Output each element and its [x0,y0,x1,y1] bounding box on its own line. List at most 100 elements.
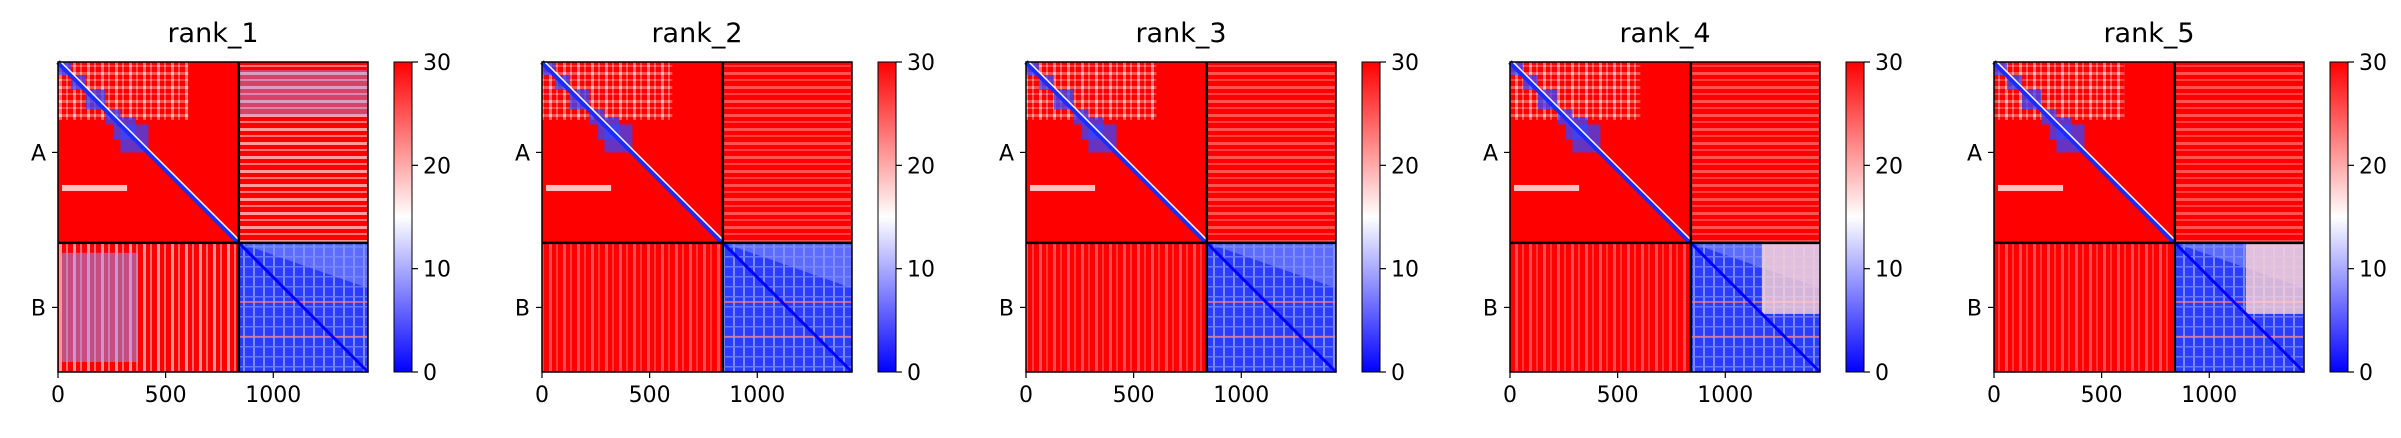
y-tick-label: A [515,141,530,166]
bb-stripe [1690,300,1820,303]
ba-interface-block [1026,242,1207,372]
ba-low-region [62,252,138,362]
colorbar-tick-label: 0 [2359,361,2373,386]
y-tick-label: B [1967,296,1982,321]
colorbar-tick-label: 10 [1391,258,1419,283]
ba-interface-block [542,242,723,372]
y-tick-label: B [515,296,530,321]
bb-stripe [238,300,368,303]
bb-stripe [1690,335,1820,338]
y-tick-label: B [31,296,46,321]
y-tick-label: A [999,141,1014,166]
plot-frame [1993,61,2305,373]
bb-stripe [2174,335,2304,338]
x-tick-label: 500 [1113,383,1155,408]
colorbar-tick-label: 20 [2359,154,2387,179]
x-tick-label: 0 [535,383,549,408]
bb-stripe [1206,300,1336,303]
x-tick-label: 1000 [2181,383,2237,408]
plot-frame [541,61,853,373]
aa-diagonal-edge [1512,61,1692,241]
ab-interface-block [1206,62,1336,243]
bb-stripe [238,335,368,338]
plot-frame [57,61,369,373]
bb-diagonal [2173,241,2306,374]
bb-stripe [722,300,852,303]
aa-band-cols [58,62,189,120]
colorbar-tick-label: 0 [423,361,437,386]
aa-diagonal-edge [1996,61,2176,241]
colorbar-tick-label: 10 [2359,258,2387,283]
x-tick-label: 0 [1987,383,2001,408]
colorbar-tick-label: 0 [1391,361,1405,386]
y-tick-label: B [1483,296,1498,321]
colorbar-tick-label: 10 [423,258,451,283]
colorbar-tick-label: 30 [1875,51,1903,76]
colorbar [393,61,413,373]
bb-stripe [722,335,852,338]
heatmap-panel: rank_2 A B 0 500 1000 0 10 20 30 [515,18,935,408]
panel-title: rank_3 [1135,18,1226,49]
plot-frame [1509,61,1821,373]
y-tick-label: A [31,141,46,166]
aa-diagonal-edge [544,61,724,241]
colorbar-tick-label: 30 [907,51,935,76]
colorbar-tick-label: 0 [1875,361,1889,386]
bb-diagonal [1689,241,1822,374]
aa-band-cols [542,62,673,120]
bb-sub-region [2245,242,2304,314]
x-tick-label: 1000 [245,383,301,408]
aa-band-low [62,184,128,191]
x-tick-label: 500 [629,383,671,408]
bb-stripe [2174,300,2304,303]
ba-interface-block [1510,242,1691,372]
y-tick-label: B [999,296,1014,321]
heatmap-panel: rank_3 A B 0 500 1000 0 10 20 30 [999,18,1419,408]
bb-diagonal [721,241,854,374]
aa-band-cols [1510,62,1641,120]
y-tick-label: A [1967,141,1982,166]
colorbar [1361,61,1381,373]
colorbar-tick-label: 10 [907,258,935,283]
bb-sub-region [1761,242,1820,314]
colorbar-tick-label: 20 [1875,154,1903,179]
aa-diagonal [1992,60,2177,245]
bb-diagonal [237,241,370,374]
panel-title: rank_5 [2103,18,2194,49]
ab-interface-block [722,62,852,243]
aa-band-low [546,184,612,191]
bb-upper-triangle [238,242,368,289]
colorbar [877,61,897,373]
colorbar-tick-label: 10 [1875,258,1903,283]
x-tick-label: 0 [51,383,65,408]
x-tick-label: 0 [1019,383,1033,408]
colorbar-tick-label: 20 [1391,154,1419,179]
plot-frame [1025,61,1337,373]
aa-band-cols [1994,62,2125,120]
aa-diagonal [56,60,241,245]
aa-band-low [1514,184,1580,191]
x-tick-label: 1000 [729,383,785,408]
y-tick-label: A [1483,141,1498,166]
x-tick-label: 500 [2081,383,2123,408]
colorbar-tick-label: 20 [907,154,935,179]
x-tick-label: 500 [1597,383,1639,408]
aa-diagonal-edge [60,61,240,241]
bb-upper-triangle [722,242,852,289]
ba-interface-block [1994,242,2175,372]
bb-diagonal [1205,241,1338,374]
x-tick-label: 500 [145,383,187,408]
aa-diagonal-edge [1028,61,1208,241]
colorbar-tick-label: 30 [1391,51,1419,76]
colorbar-tick-label: 20 [423,154,451,179]
panel-title: rank_4 [1619,18,1710,49]
colorbar [2329,61,2349,373]
aa-band-cols [1026,62,1157,120]
colorbar-tick-label: 0 [907,361,921,386]
heatmap-panel: rank_1 A B 0 500 1000 0 10 20 30 [31,18,451,408]
x-tick-label: 1000 [1213,383,1269,408]
aa-band-low [1030,184,1096,191]
ab-interface-block [1690,62,1820,243]
bb-upper-triangle [1206,242,1336,289]
